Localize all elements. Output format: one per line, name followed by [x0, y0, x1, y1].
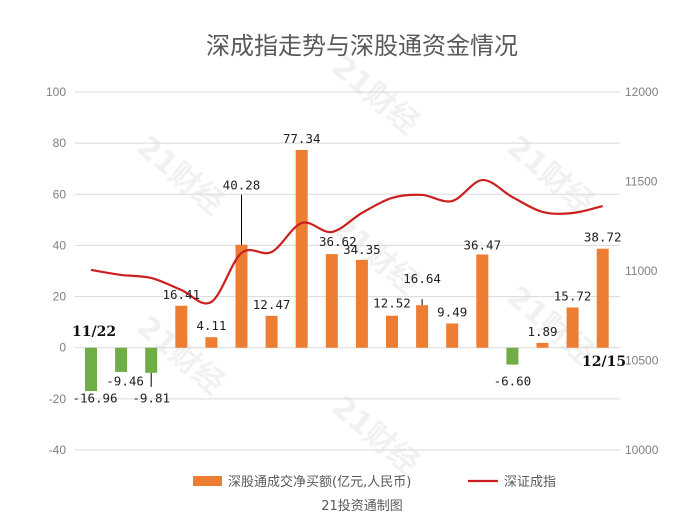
bar: [115, 347, 128, 372]
bar: [506, 347, 519, 365]
data-label: 34.35: [343, 242, 381, 257]
watermark: 21财经: [325, 49, 425, 141]
data-label: -16.96: [72, 391, 117, 406]
index-line: [90, 178, 603, 305]
watermark: 21财经: [325, 389, 425, 481]
left-tick-label: -20: [49, 392, 67, 406]
bar: [476, 254, 489, 348]
data-label: 38.72: [584, 230, 622, 245]
left-tick-label: 100: [46, 85, 66, 99]
right-tick-label: 11000: [625, 264, 658, 278]
right-tick-label: 11500: [625, 175, 658, 189]
data-label: 4.11: [196, 318, 226, 333]
data-label: 77.34: [283, 131, 321, 146]
data-label: 16.41: [162, 287, 200, 302]
data-labels: -16.96 -9.46 -9.81 16.41 4.11 40.28 12.47 77.34…: [72, 131, 621, 406]
bar: [536, 342, 549, 348]
left-tick-label: 60: [53, 187, 67, 201]
bar-series: [85, 149, 609, 392]
bar: [596, 248, 609, 348]
bar: [205, 337, 218, 348]
left-tick-label: -40: [49, 443, 67, 457]
left-tick-label: 20: [53, 290, 67, 304]
data-label: -6.60: [494, 374, 532, 389]
data-label: 12.52: [373, 296, 411, 311]
right-axis-ticks: 12000 11500 11000 10500 10000: [625, 85, 659, 457]
bar: [325, 254, 338, 348]
right-tick-label: 12000: [625, 85, 659, 99]
legend-line-label: 深证成指: [504, 475, 556, 490]
right-tick-label: 10500: [625, 354, 659, 368]
data-label: 15.72: [554, 289, 592, 304]
bar: [446, 323, 459, 348]
source-note: 21投资通制图: [321, 498, 403, 514]
bar: [355, 259, 368, 348]
bar: [386, 315, 398, 348]
bar: [566, 307, 579, 348]
bar: [235, 244, 248, 348]
bar: [295, 149, 308, 348]
data-label: 9.49: [437, 304, 467, 319]
bar: [145, 347, 158, 373]
data-label: 16.64: [403, 271, 441, 286]
data-label: 36.47: [463, 237, 501, 252]
data-label: -9.81: [132, 391, 170, 406]
data-label: 12.47: [253, 297, 291, 312]
gridlines: [75, 91, 620, 451]
left-tick-label: 0: [59, 341, 66, 355]
bar: [416, 305, 429, 348]
bar: [85, 347, 97, 392]
left-tick-label: 40: [53, 238, 67, 252]
right-tick-label: 10000: [625, 443, 659, 457]
left-axis-ticks: 100 80 60 40 20 0 -20 -40: [46, 85, 66, 457]
data-label: 36.62: [319, 234, 357, 249]
data-label: -9.46: [106, 374, 144, 389]
data-label: 40.28: [223, 178, 261, 193]
end-date-annotation: 12/15: [582, 354, 626, 370]
legend-bar-swatch: [193, 476, 222, 486]
start-date-annotation: 11/22: [72, 324, 116, 340]
bar: [265, 315, 278, 348]
legend-bar-label: 深股通成交净买额(亿元,人民币): [228, 474, 411, 490]
legend: 深股通成交净买额(亿元,人民币) 深证成指: [193, 474, 556, 490]
left-tick-label: 80: [53, 136, 67, 150]
chart-title: 深成指走势与深股通资金情况: [206, 32, 518, 60]
data-label: 1.89: [527, 324, 557, 339]
bar: [175, 305, 188, 348]
